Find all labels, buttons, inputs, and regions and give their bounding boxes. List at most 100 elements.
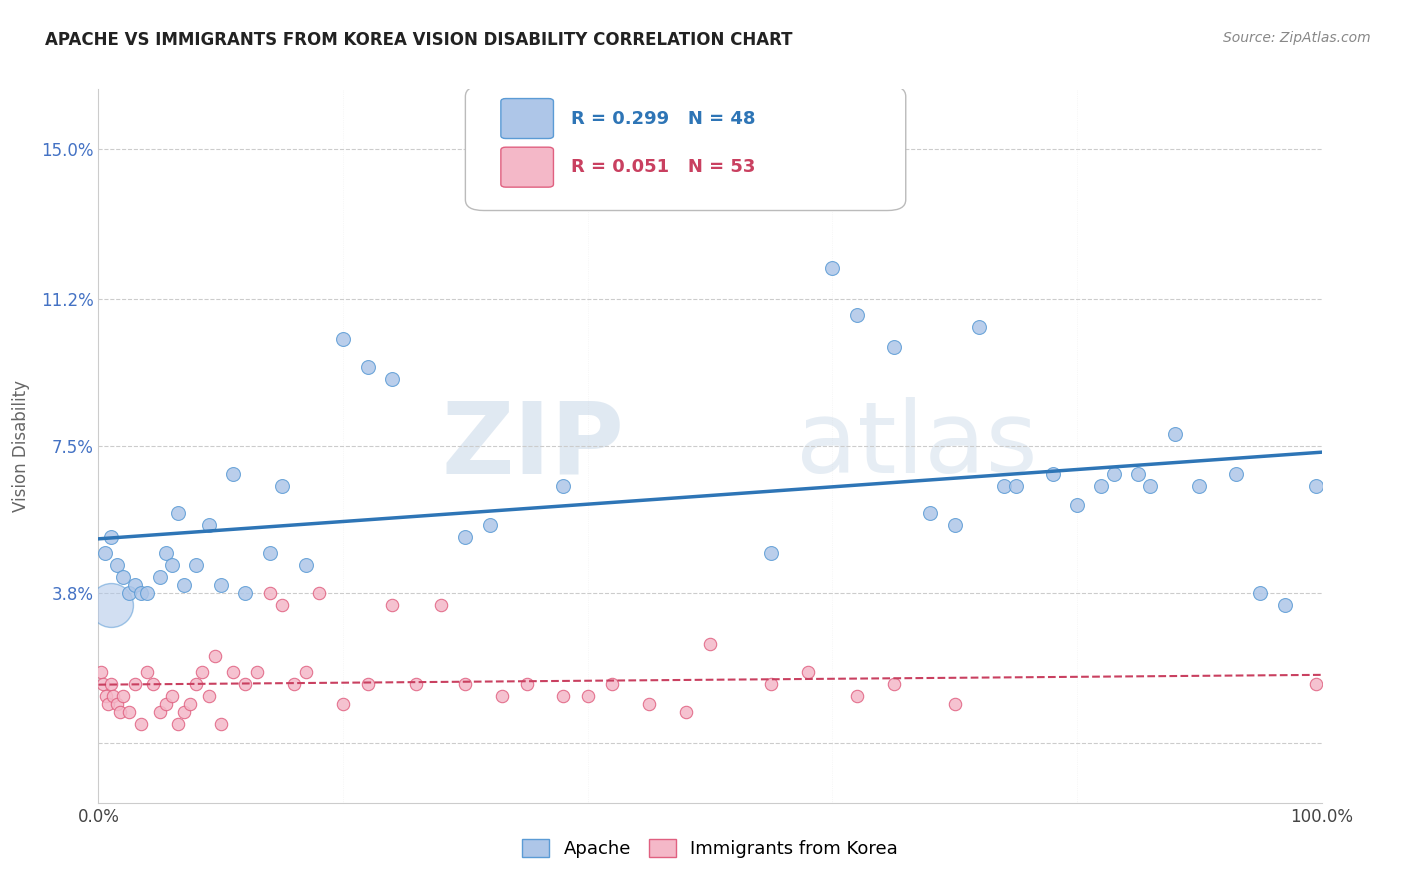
Point xyxy=(600,677,623,691)
Point xyxy=(191,665,214,679)
Point xyxy=(1250,585,1272,599)
Point xyxy=(204,649,226,664)
Point xyxy=(197,518,219,533)
Point xyxy=(920,507,942,521)
Point xyxy=(883,677,905,691)
FancyBboxPatch shape xyxy=(465,86,905,211)
Point xyxy=(1066,499,1088,513)
Point xyxy=(1004,478,1026,492)
Point xyxy=(111,570,134,584)
Point xyxy=(160,689,183,703)
Point xyxy=(1128,467,1150,481)
Point xyxy=(259,546,281,560)
Point xyxy=(405,677,427,691)
Point xyxy=(100,598,122,612)
Point xyxy=(270,598,294,612)
Point xyxy=(105,697,128,711)
Point xyxy=(637,697,661,711)
Point xyxy=(91,677,114,691)
Point xyxy=(173,705,195,719)
Point xyxy=(967,320,990,334)
Point xyxy=(295,558,318,572)
Text: R = 0.299   N = 48: R = 0.299 N = 48 xyxy=(571,110,755,128)
Point xyxy=(90,665,112,679)
Legend: Apache, Immigrants from Korea: Apache, Immigrants from Korea xyxy=(515,831,905,865)
Point xyxy=(883,340,905,354)
Point xyxy=(149,570,172,584)
Point xyxy=(111,689,134,703)
Point xyxy=(356,677,378,691)
Point xyxy=(155,546,177,560)
Point xyxy=(1274,598,1296,612)
Point xyxy=(118,585,141,599)
Point xyxy=(1042,467,1064,481)
Point xyxy=(491,689,513,703)
Point xyxy=(308,585,330,599)
Point xyxy=(283,677,305,691)
Point xyxy=(1305,677,1327,691)
Point xyxy=(332,697,354,711)
Point xyxy=(209,578,232,592)
Point xyxy=(233,677,256,691)
Point xyxy=(761,677,783,691)
Point xyxy=(1164,427,1187,442)
Point xyxy=(97,697,120,711)
Point xyxy=(454,530,477,544)
Point xyxy=(699,637,721,651)
Point xyxy=(246,665,269,679)
Point xyxy=(197,689,219,703)
Text: R = 0.051   N = 53: R = 0.051 N = 53 xyxy=(571,158,755,176)
Point xyxy=(233,585,256,599)
FancyBboxPatch shape xyxy=(501,147,554,187)
Point xyxy=(332,332,354,346)
Point xyxy=(1188,478,1211,492)
Point xyxy=(179,697,201,711)
Point xyxy=(356,359,378,374)
Point xyxy=(186,677,208,691)
Text: atlas: atlas xyxy=(796,398,1038,494)
Point xyxy=(553,689,575,703)
Point xyxy=(100,530,122,544)
Point xyxy=(553,478,575,492)
Point xyxy=(100,677,122,691)
Text: ZIP: ZIP xyxy=(441,398,624,494)
Y-axis label: Vision Disability: Vision Disability xyxy=(11,380,30,512)
Point xyxy=(1225,467,1247,481)
Point xyxy=(149,705,172,719)
Point xyxy=(797,665,820,679)
Point xyxy=(1139,478,1161,492)
Point xyxy=(845,308,868,322)
Text: Source: ZipAtlas.com: Source: ZipAtlas.com xyxy=(1223,31,1371,45)
Point xyxy=(167,716,190,731)
Point xyxy=(845,689,868,703)
Point xyxy=(1305,478,1327,492)
Point xyxy=(222,467,245,481)
Point xyxy=(136,585,159,599)
Point xyxy=(136,665,159,679)
Point xyxy=(381,371,404,385)
Point xyxy=(105,558,128,572)
Point xyxy=(155,697,177,711)
Point xyxy=(943,518,966,533)
Point xyxy=(478,518,501,533)
Point xyxy=(1102,467,1125,481)
Point xyxy=(142,677,165,691)
Point xyxy=(209,716,232,731)
Point xyxy=(993,478,1015,492)
Point xyxy=(118,705,141,719)
Point xyxy=(186,558,208,572)
Point xyxy=(430,598,453,612)
Point xyxy=(381,598,404,612)
Point xyxy=(576,689,599,703)
Point xyxy=(94,689,117,703)
Point xyxy=(295,665,318,679)
FancyBboxPatch shape xyxy=(501,98,554,138)
Point xyxy=(101,689,124,703)
Point xyxy=(110,705,132,719)
Point xyxy=(761,546,783,560)
Point xyxy=(167,507,190,521)
Point xyxy=(124,677,146,691)
Text: APACHE VS IMMIGRANTS FROM KOREA VISION DISABILITY CORRELATION CHART: APACHE VS IMMIGRANTS FROM KOREA VISION D… xyxy=(45,31,793,49)
Point xyxy=(675,705,697,719)
Point xyxy=(222,665,245,679)
